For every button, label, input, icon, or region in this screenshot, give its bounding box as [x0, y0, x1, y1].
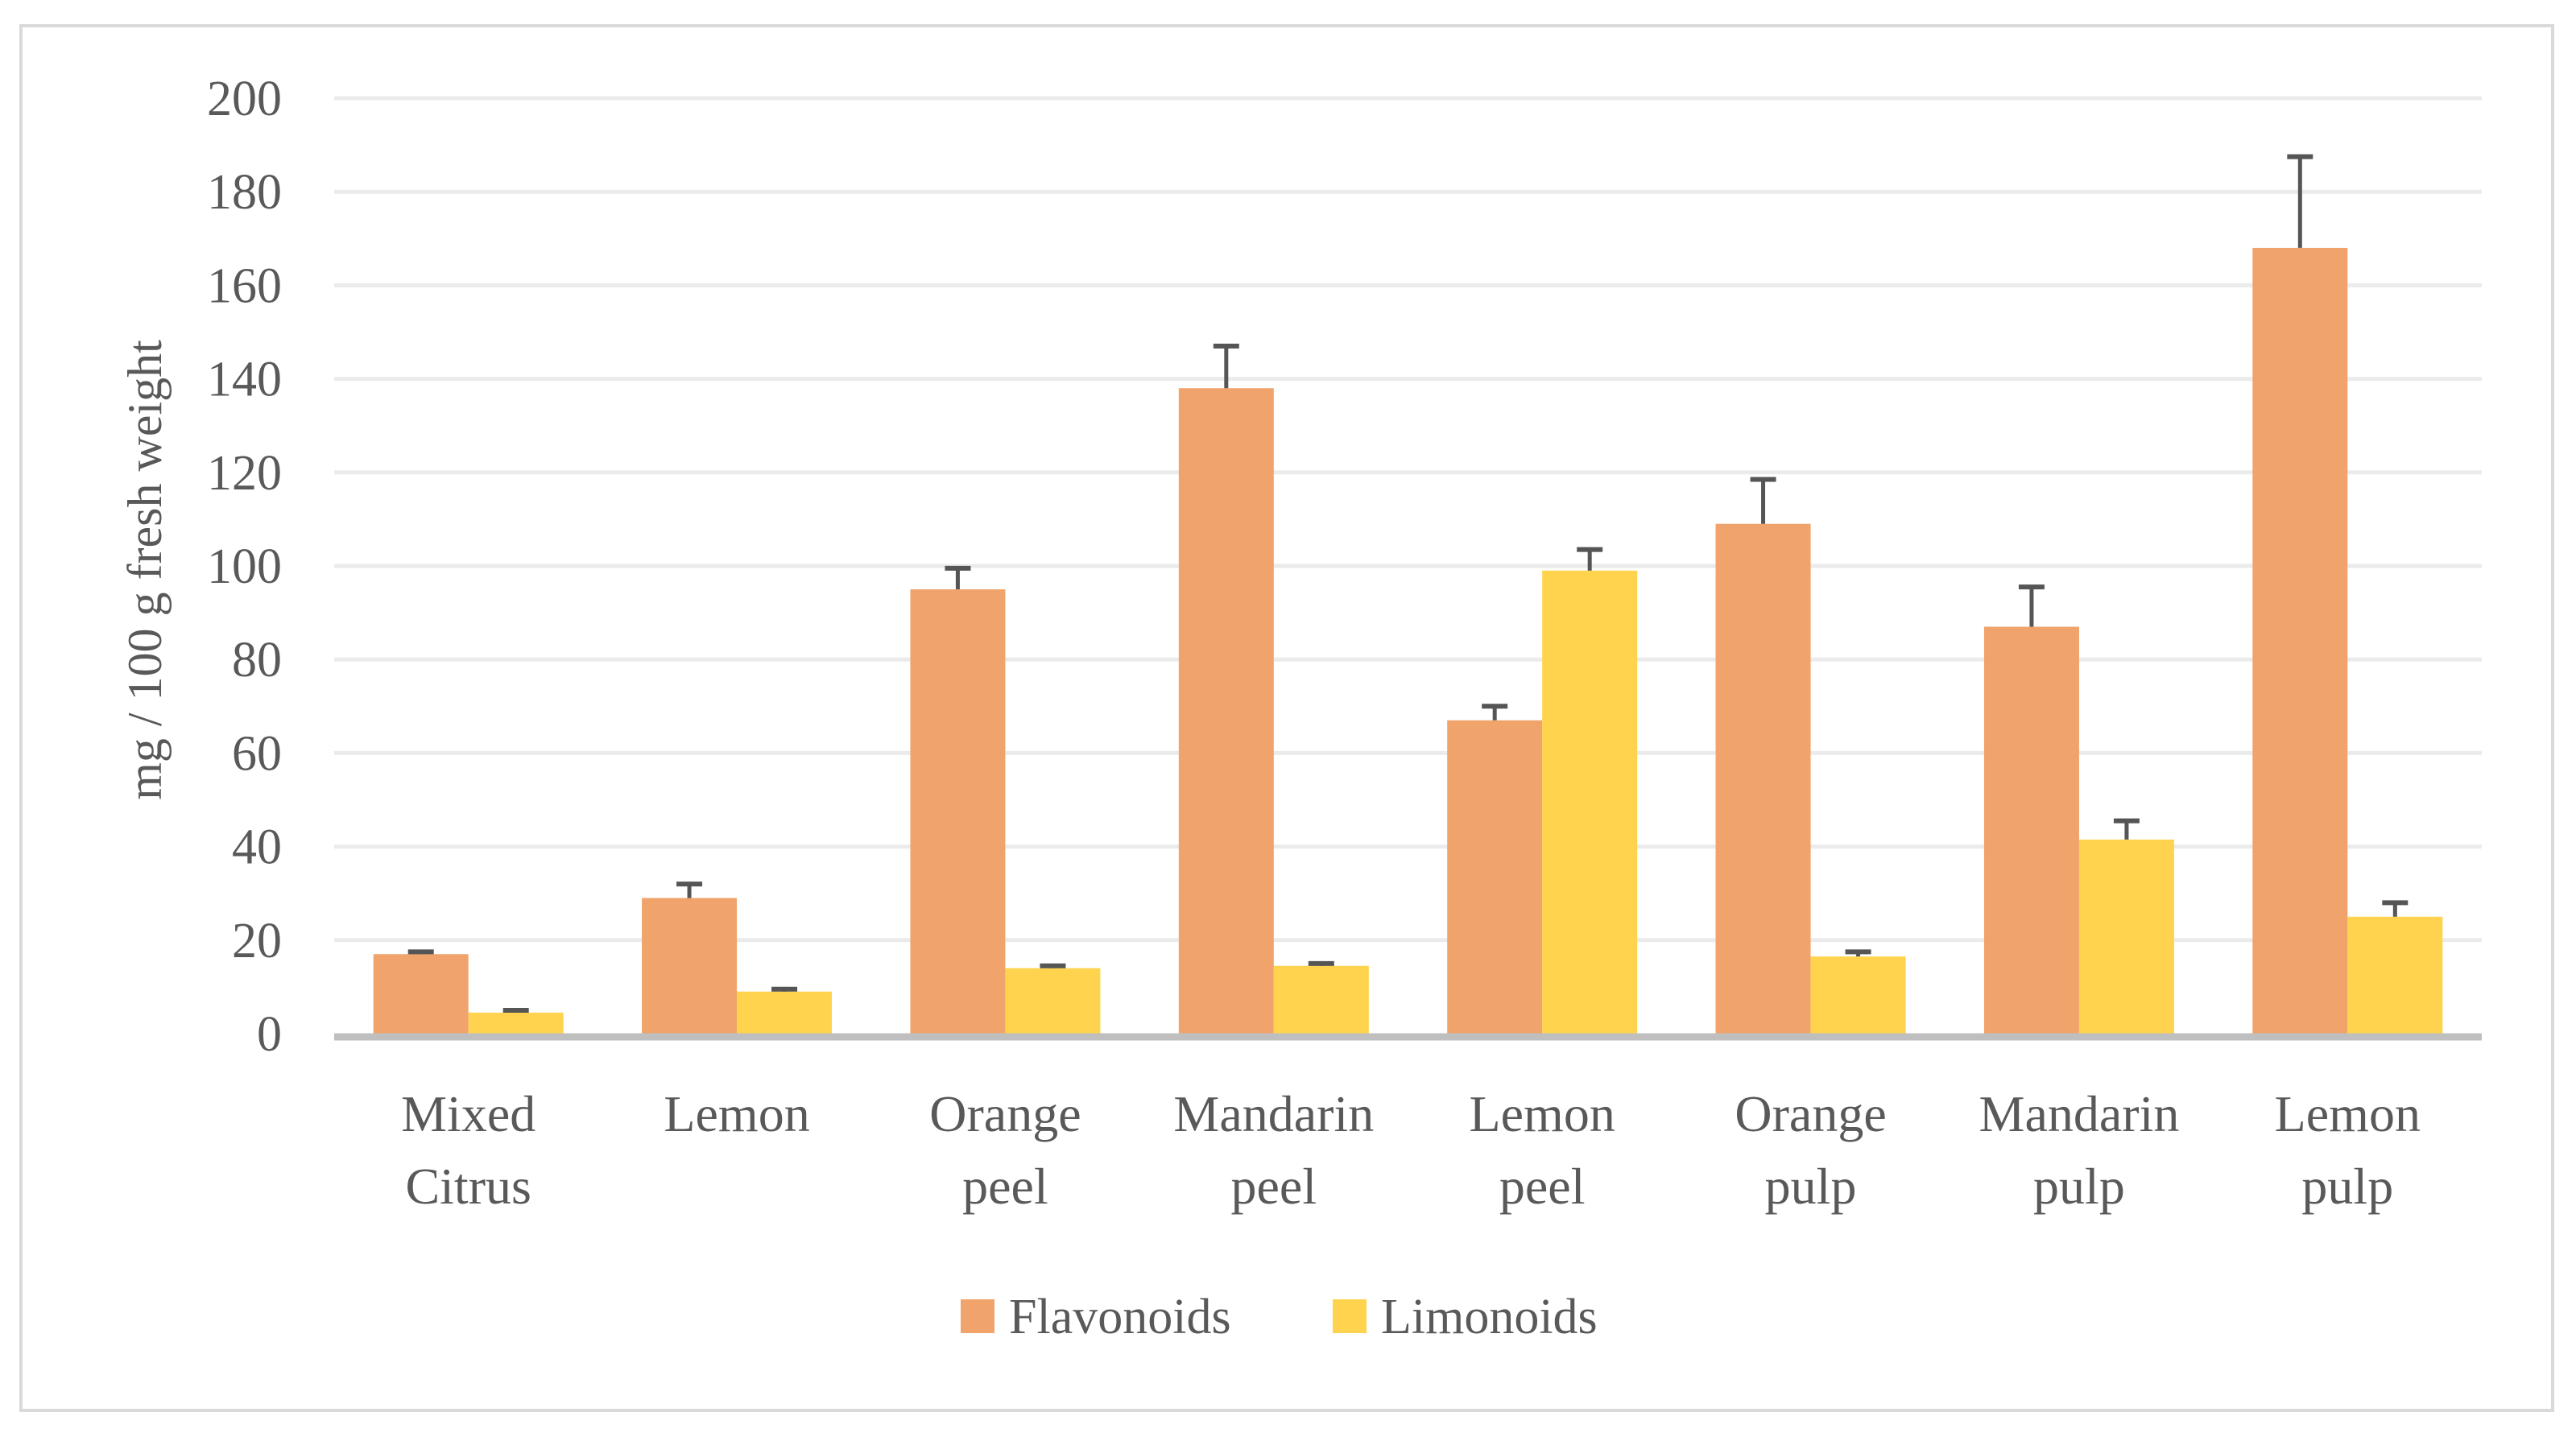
bar-flavonoids: [910, 589, 1006, 1034]
bars: [373, 247, 2443, 1034]
bar-flavonoids: [1178, 388, 1274, 1034]
category-label: Orange: [929, 1085, 1081, 1142]
category-label: peel: [962, 1158, 1048, 1215]
y-tick-label: 180: [207, 165, 282, 220]
bar-flavonoids: [642, 898, 738, 1034]
bar-limonoids: [468, 1012, 564, 1034]
category-label: Lemon: [2275, 1085, 2421, 1142]
bar-limonoids: [737, 991, 833, 1034]
y-tick-label: 80: [232, 633, 282, 687]
legend-label-limonoids: Limonoids: [1381, 1290, 1598, 1344]
chart-frame: [19, 24, 2554, 1412]
legend-swatch-flavonoids: [961, 1299, 994, 1333]
legend-swatch-limonoids: [1333, 1299, 1367, 1333]
bar-limonoids: [1005, 968, 1101, 1034]
category-label: Citrus: [405, 1158, 531, 1215]
bar-flavonoids: [1447, 720, 1543, 1034]
y-tick-label: 100: [207, 539, 282, 594]
legend: Flavonoids Limonoids: [961, 1290, 1598, 1344]
category-label: pulp: [2033, 1158, 2125, 1215]
category-label: peel: [1499, 1158, 1586, 1215]
bar-limonoids: [1810, 956, 1906, 1034]
category-labels: Mixed Citrus Lemon Orange peel Mandarin peel Le…: [401, 1085, 2421, 1215]
category-label: Lemon: [1470, 1085, 1615, 1142]
category-label: Lemon: [664, 1085, 809, 1142]
category-label: pulp: [1765, 1158, 1857, 1215]
error-bars: [407, 154, 2409, 1013]
category-label: peel: [1231, 1158, 1317, 1215]
category-label: Orange: [1735, 1085, 1886, 1142]
y-tick-label: 140: [207, 353, 282, 407]
bar-flavonoids: [373, 954, 469, 1034]
legend-label-flavonoids: Flavonoids: [1009, 1290, 1231, 1344]
y-tick-label: 20: [232, 914, 282, 968]
y-tick-label: 40: [232, 820, 282, 875]
bar-flavonoids: [2252, 247, 2348, 1034]
y-tick-label: 60: [232, 726, 282, 781]
y-tick-label: 200: [207, 72, 282, 126]
bar-limonoids: [2347, 916, 2443, 1034]
y-axis-title: mg / 100 g fresh weight: [118, 340, 172, 800]
y-tick-label: 0: [257, 1007, 282, 1062]
gridlines: [334, 96, 2482, 943]
y-tick-label: 120: [207, 446, 282, 501]
bar-limonoids: [2078, 839, 2174, 1034]
category-label: Mandarin: [1173, 1085, 1374, 1142]
category-label: Mandarin: [1979, 1085, 2180, 1142]
category-label: Mixed: [401, 1085, 535, 1142]
bar-limonoids: [1273, 965, 1369, 1034]
bar-flavonoids: [1983, 626, 2079, 1034]
bar-limonoids: [1542, 570, 1638, 1034]
category-label: pulp: [2301, 1158, 2393, 1215]
bar-flavonoids: [1715, 523, 1811, 1034]
y-tick-label: 160: [207, 258, 282, 313]
y-axis-ticks: 0 20 40 60 80 100 120 140 160 180 200: [207, 72, 282, 1062]
